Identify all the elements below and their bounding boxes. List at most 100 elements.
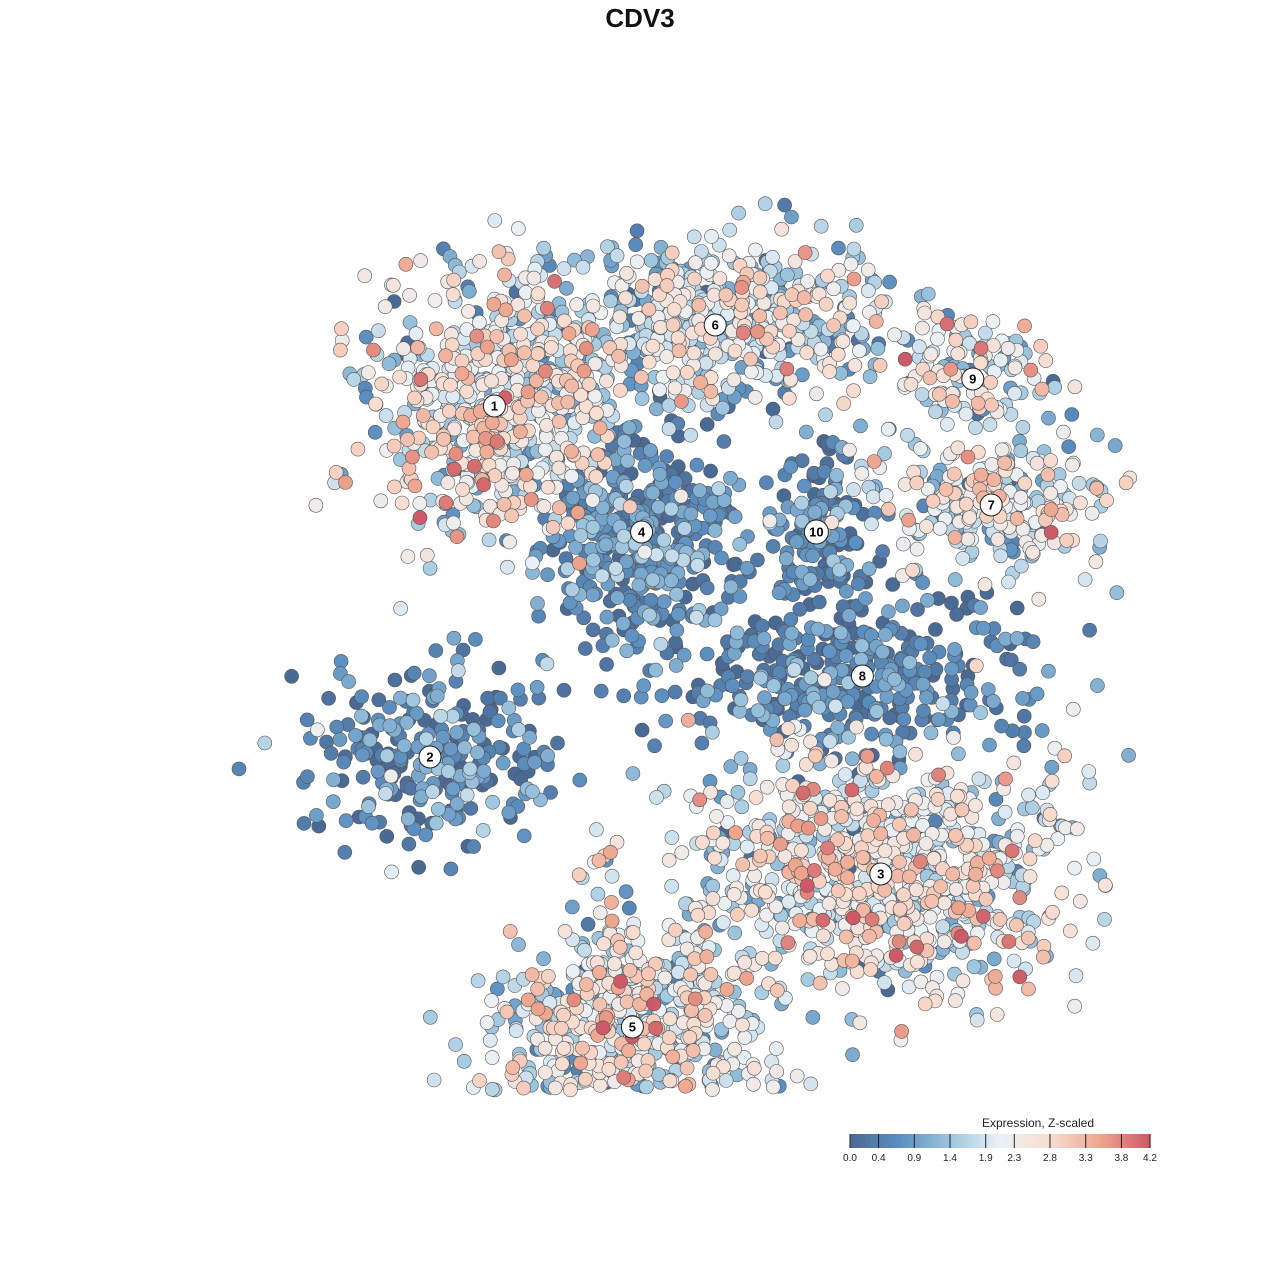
data-point — [752, 848, 768, 864]
data-point — [551, 414, 567, 429]
data-point — [919, 690, 934, 705]
data-point — [714, 550, 729, 566]
data-point — [373, 493, 389, 509]
data-point — [659, 349, 675, 364]
data-point — [908, 882, 924, 898]
data-point — [909, 939, 925, 955]
data-point — [634, 391, 650, 406]
data-point — [1012, 661, 1028, 677]
data-point — [820, 840, 835, 856]
data-point — [966, 935, 982, 951]
data-point — [989, 1007, 1005, 1022]
data-point — [1043, 502, 1059, 517]
data-point — [661, 1030, 677, 1045]
data-point — [578, 1071, 593, 1087]
data-point — [683, 506, 699, 522]
data-point — [449, 796, 465, 812]
data-point — [591, 853, 607, 868]
data-point — [1001, 574, 1016, 590]
data-point — [877, 446, 892, 461]
data-point — [923, 346, 939, 362]
data-point — [378, 786, 393, 801]
data-point — [930, 791, 946, 807]
data-point — [540, 567, 555, 583]
data-point — [683, 967, 698, 983]
data-point — [638, 1063, 654, 1079]
data-point — [422, 560, 438, 576]
data-point — [732, 536, 748, 552]
data-point — [476, 763, 492, 779]
data-point — [456, 1054, 472, 1069]
data-point — [599, 657, 614, 672]
data-point — [547, 274, 562, 289]
data-point — [430, 801, 446, 817]
data-point — [364, 815, 380, 831]
data-point — [446, 272, 462, 288]
data-point — [756, 631, 772, 646]
data-point — [932, 520, 948, 536]
data-point — [348, 728, 363, 743]
data-point — [908, 746, 923, 762]
data-point — [920, 286, 936, 302]
data-point — [703, 463, 718, 479]
data-point — [584, 322, 600, 337]
data-point — [454, 366, 470, 381]
data-point — [838, 929, 854, 945]
cluster-label-6: 6 — [703, 313, 727, 337]
data-point — [713, 601, 729, 617]
data-point — [310, 722, 325, 738]
data-point — [680, 712, 696, 728]
data-point — [1029, 686, 1045, 702]
data-point — [463, 801, 479, 816]
data-point — [872, 358, 888, 373]
data-point — [708, 346, 723, 362]
data-point — [613, 383, 628, 398]
data-point — [530, 346, 546, 362]
data-point — [945, 866, 961, 882]
data-point — [915, 575, 931, 590]
data-point — [510, 682, 526, 698]
data-point — [874, 294, 889, 310]
data-point — [948, 993, 963, 1008]
data-point — [946, 466, 962, 482]
data-point — [1073, 495, 1088, 511]
data-point — [596, 936, 612, 952]
data-point — [386, 438, 402, 454]
data-point — [590, 447, 606, 463]
data-point — [737, 955, 752, 970]
data-point — [947, 530, 963, 545]
data-point — [719, 794, 735, 810]
data-point — [765, 1079, 781, 1095]
data-point — [796, 478, 812, 494]
data-point — [973, 467, 989, 483]
data-point — [825, 684, 841, 700]
data-point — [922, 909, 938, 925]
data-point — [960, 449, 976, 465]
data-point — [620, 453, 635, 469]
cluster-label-text: 3 — [877, 867, 884, 882]
data-point — [334, 321, 349, 337]
data-point — [732, 589, 748, 604]
data-point — [545, 520, 561, 535]
data-point — [1012, 969, 1028, 985]
data-point — [589, 405, 604, 421]
data-point — [880, 421, 896, 437]
data-point — [704, 724, 720, 740]
data-point — [1081, 764, 1097, 779]
data-point — [687, 951, 702, 967]
data-point — [346, 372, 362, 387]
data-point — [1015, 691, 1030, 706]
data-point — [721, 248, 737, 264]
data-point — [822, 644, 837, 659]
data-point — [611, 348, 627, 364]
data-point — [846, 482, 861, 497]
data-point — [489, 434, 505, 449]
data-point — [891, 817, 907, 832]
data-point — [572, 556, 587, 571]
data-point — [838, 584, 854, 599]
data-point — [766, 678, 782, 694]
data-point — [433, 708, 449, 724]
data-point — [779, 267, 795, 283]
data-point — [860, 748, 875, 764]
legend-title: Expression, Z-scaled — [982, 1116, 1094, 1130]
